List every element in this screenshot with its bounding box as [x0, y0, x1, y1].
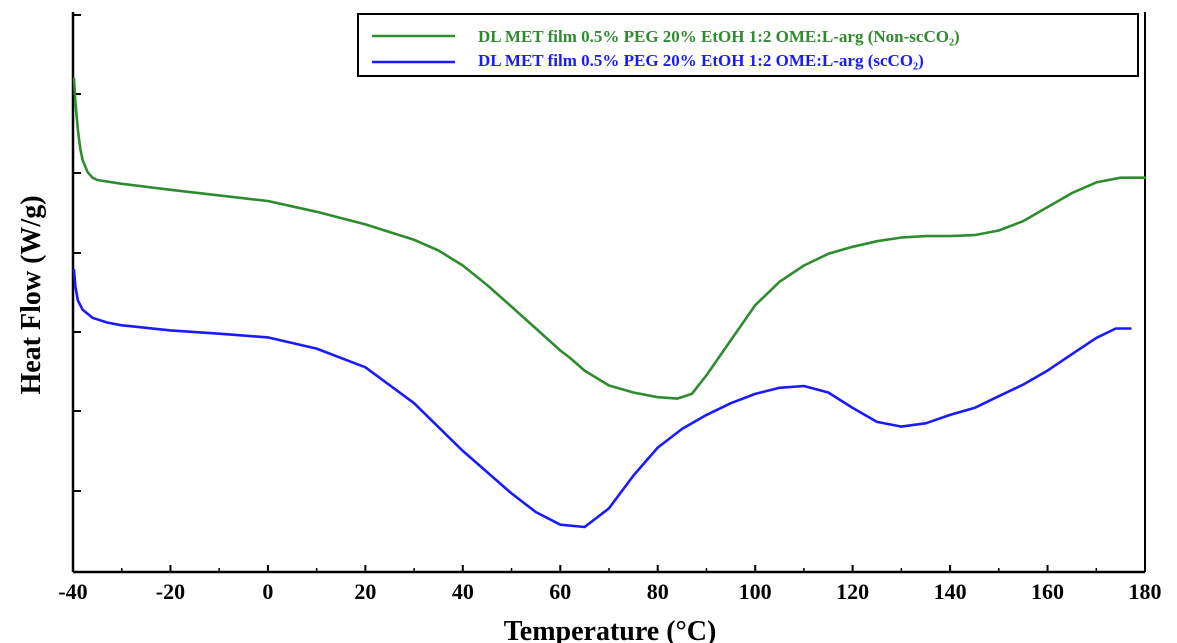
x-tick-label: 140 [934, 579, 967, 604]
x-tick-label: 20 [354, 579, 376, 604]
x-axis-ticks: -40 -20 0 20 40 60 80 100 120 140 160 180 [58, 565, 1162, 604]
plot-frame [71, 12, 1146, 574]
legend-box [357, 13, 1139, 77]
y-axis-ticks [73, 14, 81, 492]
x-axis-title: Temperature (°C) [504, 616, 717, 643]
series-line-non-scco2 [72, 77, 1147, 400]
x-tick-label: 180 [1129, 579, 1162, 604]
x-tick-label: 160 [1031, 579, 1064, 604]
x-tick-label: 40 [452, 579, 474, 604]
x-tick-label: 100 [739, 579, 772, 604]
series-layer [72, 77, 1147, 529]
legend-entry-non-scco2: DL MET film 0.5% PEG 20% EtOH 1:2 OME:L-… [478, 27, 960, 46]
x-tick-label: 120 [836, 579, 869, 604]
x-tick-label: -40 [58, 579, 87, 604]
x-tick-label: 0 [262, 579, 273, 604]
x-tick-label: -20 [156, 579, 185, 604]
x-tick-label: 60 [549, 579, 571, 604]
legend: DL MET film 0.5% PEG 20% EtOH 1:2 OME:L-… [357, 13, 1139, 77]
legend-entry-scco2: DL MET film 0.5% PEG 20% EtOH 1:2 OME:L-… [478, 51, 924, 70]
y-axis-title: Heat Flow (W/g) [16, 195, 47, 394]
x-tick-label: 80 [647, 579, 669, 604]
series-line-scco2 [72, 268, 1132, 529]
